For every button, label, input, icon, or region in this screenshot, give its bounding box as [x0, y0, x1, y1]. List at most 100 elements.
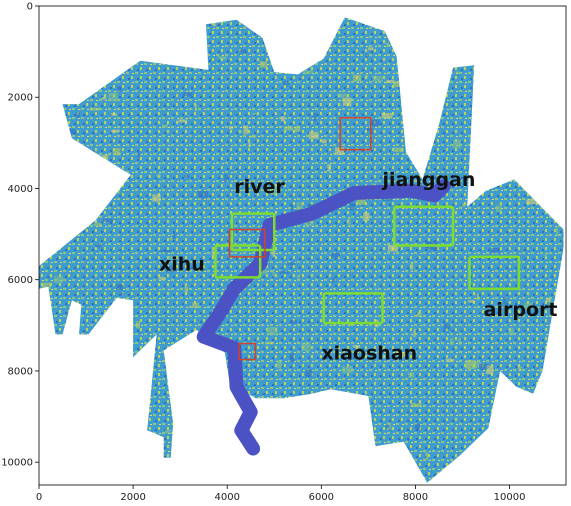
- land-patch: [222, 17, 227, 23]
- land-patch: [290, 398, 298, 408]
- land-patch: [184, 174, 190, 178]
- land-patch: [223, 427, 233, 432]
- land-patch: [41, 474, 49, 479]
- land-patch: [486, 20, 490, 30]
- land-patch: [490, 247, 500, 253]
- land-patch: [79, 428, 83, 431]
- land-patch: [129, 374, 138, 382]
- land-patch: [443, 323, 451, 330]
- land-patch: [365, 74, 368, 78]
- land-patch: [471, 122, 482, 126]
- land-patch: [111, 129, 120, 133]
- land-patch: [395, 451, 400, 459]
- land-patch: [79, 58, 83, 61]
- land-patch: [182, 92, 193, 97]
- land-patch: [496, 204, 502, 212]
- land-patch: [281, 450, 290, 454]
- y-tick-label: 4000: [8, 184, 33, 195]
- land-patch: [131, 30, 143, 39]
- region-label-river: river: [234, 176, 285, 198]
- land-patch: [158, 458, 164, 464]
- land-patch: [193, 65, 197, 69]
- land-patch: [276, 359, 282, 369]
- land-patch: [98, 163, 102, 169]
- land-patch: [347, 217, 351, 227]
- y-axis: 0 2000 4000 6000 8000 10000: [1, 2, 39, 469]
- land-patch: [228, 126, 234, 130]
- land-patch: [200, 440, 208, 446]
- land-patch: [356, 198, 366, 205]
- land-patch: [332, 277, 336, 283]
- land-patch: [456, 17, 463, 22]
- land-patch: [468, 300, 476, 303]
- land-patch: [39, 239, 46, 242]
- region-label-jianggan: jianggan: [381, 169, 475, 191]
- land-patch: [551, 142, 555, 146]
- land-patch: [104, 385, 115, 390]
- land-patch: [276, 419, 283, 423]
- land-patch: [166, 256, 174, 260]
- land-patch: [279, 423, 287, 430]
- land-patch: [385, 42, 392, 47]
- land-patch: [72, 176, 77, 181]
- land-patch: [102, 218, 114, 223]
- land-patch: [280, 116, 285, 122]
- land-patch: [487, 431, 497, 440]
- land-patch: [248, 135, 257, 138]
- land-patch: [101, 97, 107, 100]
- land-patch: [544, 252, 547, 258]
- land-patch: [407, 372, 414, 378]
- land-patch: [516, 389, 520, 395]
- land-patch: [248, 141, 251, 148]
- land-patch: [507, 171, 512, 175]
- land-patch: [331, 252, 340, 258]
- land-patch: [313, 113, 317, 122]
- land-patch: [213, 19, 216, 27]
- land-patch: [186, 28, 196, 34]
- land-patch: [135, 321, 140, 329]
- land-patch: [527, 418, 537, 425]
- land-patch: [321, 139, 327, 144]
- sample-box: [238, 342, 257, 361]
- land-patch: [555, 9, 558, 16]
- land-patch: [116, 284, 124, 291]
- land-patch: [322, 403, 332, 407]
- region-label-airport: airport: [484, 299, 558, 321]
- land-patch: [539, 151, 550, 159]
- land-patch: [49, 168, 53, 175]
- land-patch: [479, 363, 488, 371]
- land-patch: [518, 366, 522, 371]
- land-patch: [45, 169, 54, 172]
- x-tick-label: 8000: [403, 492, 428, 503]
- land-patch: [110, 113, 117, 116]
- land-patch: [46, 123, 50, 128]
- land-patch: [54, 276, 63, 283]
- land-patch: [549, 434, 554, 438]
- land-patch: [272, 248, 276, 257]
- land-patch: [93, 223, 103, 226]
- land-patch: [145, 454, 153, 463]
- land-patch: [305, 369, 313, 377]
- y-tick-label: 0: [27, 2, 33, 13]
- land-patch: [76, 112, 80, 118]
- x-tick-label: 0: [36, 492, 42, 503]
- land-patch: [553, 477, 559, 480]
- land-patch: [424, 58, 433, 66]
- land-patch: [158, 276, 166, 280]
- land-patch: [425, 82, 429, 91]
- land-patch: [474, 362, 482, 368]
- land-patch: [49, 154, 57, 157]
- region-box-airport: [468, 255, 521, 291]
- land-patch: [293, 17, 297, 19]
- land-patch: [317, 457, 321, 463]
- land-patch: [476, 91, 482, 97]
- region-label-xiaoshan: xiaoshan: [321, 343, 417, 365]
- land-patch: [549, 301, 556, 309]
- land-patch: [284, 126, 293, 131]
- land-patch: [109, 17, 119, 21]
- land-patch: [326, 480, 334, 483]
- land-patch: [421, 159, 424, 165]
- y-tick-label: 6000: [8, 275, 33, 286]
- land-patch: [410, 403, 422, 407]
